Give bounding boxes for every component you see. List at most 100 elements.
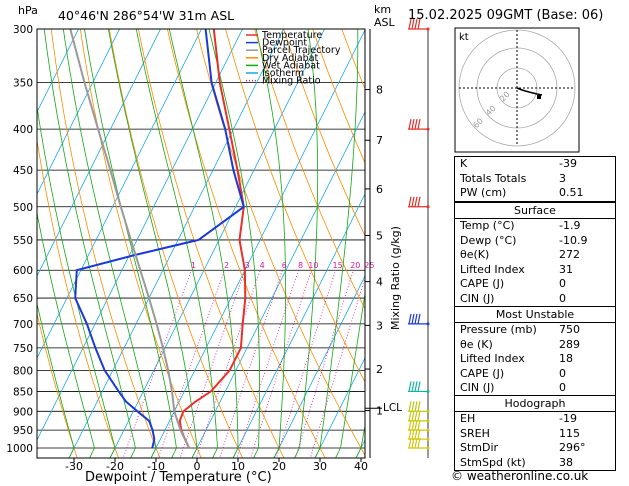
- mixing-ratio-line: [250, 270, 312, 458]
- most-unstable-title: Most Unstable: [455, 307, 615, 323]
- legend-entry-label: Dewpoint: [262, 38, 307, 49]
- km-tick-label: 2: [376, 363, 383, 376]
- x-axis-label: Dewpoint / Temperature (°C): [85, 470, 272, 485]
- isotherm-line: [191, 111, 365, 458]
- wind-barb: [408, 18, 430, 31]
- wet-adiabat-line: [355, 423, 365, 458]
- pressure-tick-label: 400: [13, 124, 33, 136]
- surface-key: Dewp (°C): [460, 233, 517, 247]
- temp-tick-label: 0: [194, 460, 201, 473]
- mixing-ratio-label: 10: [308, 261, 318, 270]
- hodograph-stat-row: SREH 115: [455, 427, 615, 442]
- surface-value: -10.9: [559, 233, 588, 247]
- hodograph-stat-key: EH: [460, 412, 476, 425]
- index-value: -39: [559, 157, 577, 170]
- pressure-tick-label: 850: [13, 386, 33, 398]
- legend-entry-label: Isotherm: [262, 68, 304, 79]
- dry-adiabat-line: [79, 29, 202, 458]
- isotherm-line: [37, 29, 79, 113]
- dry-adiabat-line: [283, 29, 365, 237]
- mixing-ratio-label: 4: [260, 261, 265, 270]
- legend-entry-label: Mixing Ratio: [262, 76, 321, 87]
- pressure-tick-label: 800: [13, 365, 33, 377]
- temp-tick-label: -20: [106, 460, 124, 473]
- surface-key: CIN (J): [460, 291, 495, 305]
- surface-value: 0: [559, 277, 566, 291]
- pressure-tick-label: 700: [13, 319, 33, 331]
- hodograph-stat-key: StmDir: [460, 441, 499, 455]
- mixing-ratio-label: 25: [364, 261, 374, 270]
- km-units-label: km: [374, 3, 392, 16]
- location-label: 40°46'N 286°54'W 31m ASL: [58, 8, 235, 23]
- isotherm-line: [37, 29, 161, 277]
- surface-row: Dewp (°C) -10.9: [455, 234, 615, 249]
- isotherm-line: [37, 29, 202, 359]
- index-key: Totals Totals: [460, 171, 527, 185]
- wind-barb: [408, 118, 430, 131]
- km-tick-label: 3: [376, 319, 383, 332]
- pressure-tick-label: 550: [13, 235, 33, 247]
- index-row: K -39: [455, 157, 615, 172]
- dry-adiabat-line: [137, 29, 285, 458]
- most-unstable-value: 0: [559, 366, 566, 380]
- dry-adiabat-line: [625, 17, 629, 465]
- most-unstable-value: 750: [559, 323, 580, 336]
- isotherm-line: [37, 29, 243, 441]
- isotherm-line: [150, 29, 365, 458]
- wet-adiabat-line: [43, 29, 136, 458]
- legend-entry-label: Temperature: [261, 30, 322, 41]
- dry-adiabat-line: [312, 29, 365, 164]
- temp-tick-label: 40: [354, 460, 368, 473]
- km-tick-label: 5: [376, 229, 383, 242]
- pressure-tick-label: 500: [13, 202, 33, 214]
- mixing-ratio-label: 8: [298, 261, 303, 270]
- hodograph-units-label: kt: [459, 32, 469, 43]
- hodograph-stats-title: Hodograph: [455, 396, 615, 412]
- most-unstable-table: Most Unstable Pressure (mb) 750 θe (K) 289 L…: [454, 306, 616, 397]
- series-parcel-trajectory: [69, 29, 191, 449]
- index-value: 3: [559, 171, 566, 185]
- pressure-tick-label: 600: [13, 265, 33, 277]
- temp-tick-label: -10: [147, 460, 165, 473]
- index-row: PW (cm) 0.51: [455, 186, 615, 201]
- storm-motion-marker: [537, 95, 541, 99]
- isotherm-line: [232, 193, 365, 458]
- isotherm-line: [68, 29, 284, 458]
- legend-entry-label: Dry Adiabat: [262, 53, 319, 64]
- most-unstable-row: Pressure (mb) 750: [455, 323, 615, 338]
- surface-row: Temp (°C) -1.9: [455, 219, 615, 234]
- hodograph-stat-value: 38: [559, 455, 573, 469]
- mixing-ratio-label: 1: [191, 261, 196, 270]
- hodograph-stat-value: -19: [559, 412, 577, 425]
- surface-row: CIN (J) 0: [455, 292, 615, 307]
- index-key: K: [460, 157, 468, 170]
- pressure-tick-label: 650: [13, 293, 33, 305]
- mixing-ratio-label: 3: [245, 261, 250, 270]
- most-unstable-value: 18: [559, 352, 573, 366]
- surface-value: 31: [559, 262, 573, 276]
- surface-table: Surface Temp (°C) -1.9 Dewp (°C) -10.9 θe(K)…: [454, 202, 616, 308]
- most-unstable-key: CAPE (J): [460, 366, 505, 380]
- surface-row: θe(K) 272: [455, 248, 615, 263]
- km-tick-label: 1: [376, 405, 383, 418]
- dry-adiabat-line: [50, 29, 161, 458]
- dry-adiabat-line: [37, 138, 120, 458]
- mixing-ratio-line: [236, 270, 299, 458]
- most-unstable-row: CIN (J) 0: [455, 381, 615, 396]
- legend-entry-label: Parcel Trajectory: [262, 45, 341, 56]
- pressure-tick-label: 900: [13, 406, 33, 418]
- km-tick-label: 8: [376, 84, 383, 97]
- datetime-label: 15.02.2025 09GMT (Base: 06): [408, 8, 604, 23]
- lcl-label: LCL: [383, 402, 402, 414]
- hodograph-stat-value: 115: [559, 426, 580, 440]
- most-unstable-value: 0: [559, 381, 566, 395]
- wind-barbs: [408, 18, 430, 458]
- km-tick-label: 7: [376, 134, 383, 147]
- pressure-tick-label: 300: [13, 24, 33, 36]
- hodograph-stat-row: StmSpd (kt) 38: [455, 456, 615, 471]
- most-unstable-row: CAPE (J) 0: [455, 367, 615, 382]
- dry-adiabat-line: [37, 312, 78, 458]
- profile-series: [69, 29, 247, 449]
- axis-ticks: 3003504004505005506006507007508008509009…: [6, 24, 374, 473]
